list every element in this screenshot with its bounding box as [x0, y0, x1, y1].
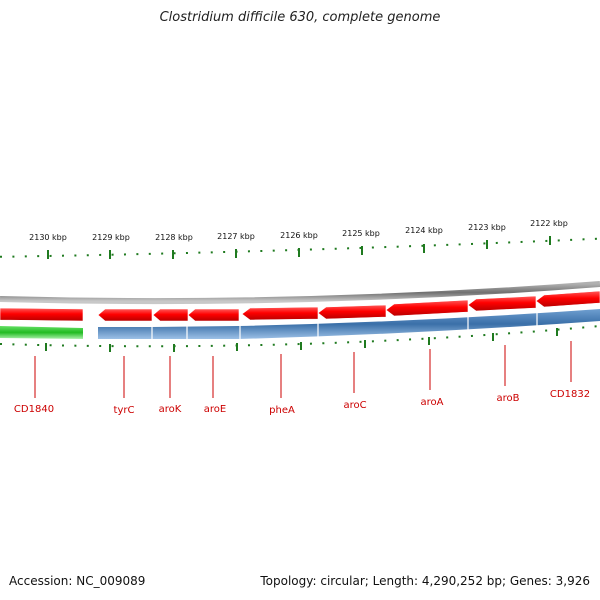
gene-feature[interactable]: [152, 308, 189, 322]
gene-label-phea[interactable]: pheA: [269, 405, 295, 416]
lower-ruler-ticks: [0, 325, 600, 352]
ruler-major-tick: [235, 249, 237, 258]
gene-label-cd1840[interactable]: CD1840: [14, 404, 54, 415]
genome-title: Clostridium difficile 630, complete geno…: [159, 10, 441, 25]
ruler-major-tick: [423, 244, 425, 253]
red-gene-track: [0, 290, 600, 322]
ruler-label: 2128 kbp: [155, 233, 193, 242]
genome-summary: Topology: circular; Length: 4,290,252 bp…: [260, 574, 590, 588]
accession-label: Accession: NC_009089: [9, 574, 146, 588]
ruler-major-tick: [109, 250, 111, 259]
ruler-label: 2126 kbp: [280, 231, 318, 240]
ruler-label: 2129 kbp: [92, 233, 130, 242]
ruler-ticks: [0, 236, 600, 259]
ruler-major-tick: [298, 248, 300, 257]
green-feature[interactable]: [0, 326, 83, 339]
ruler-label: 2124 kbp: [405, 226, 443, 235]
gene-label-aroa[interactable]: aroA: [421, 397, 444, 408]
gene-feature[interactable]: [467, 295, 537, 312]
ruler-label: 2127 kbp: [217, 232, 255, 241]
gene-feature[interactable]: [317, 304, 387, 320]
gene-feature[interactable]: [97, 308, 153, 322]
ruler-labels: 2130 kbp 2129 kbp 2128 kbp 2127 kbp 2126…: [29, 219, 568, 242]
gene-label-aroc[interactable]: aroC: [343, 400, 366, 411]
ruler-label: 2123 kbp: [468, 223, 506, 232]
gene-feature[interactable]: [535, 290, 600, 308]
blue-track-boundaries: [151, 312, 538, 340]
gene-label-tyrc[interactable]: tyrC: [114, 405, 135, 416]
gene-labels: CD1840 tyrC aroK aroE pheA aroC aroA aro…: [14, 389, 590, 416]
gene-feature[interactable]: [187, 308, 240, 322]
gene-label-arob[interactable]: aroB: [497, 393, 520, 404]
genome-backbone: [0, 281, 600, 305]
gene-feature[interactable]: [385, 299, 469, 317]
ruler-label: 2122 kbp: [530, 219, 568, 228]
ruler-major-tick: [172, 250, 174, 259]
gene-label-aroe[interactable]: aroE: [204, 404, 226, 415]
gene-label-cd1832[interactable]: CD1832: [550, 389, 590, 400]
ruler-major-tick: [361, 246, 363, 255]
ruler-label: 2125 kbp: [342, 229, 380, 238]
gene-label-leaders: [34, 341, 572, 398]
ruler-major-tick: [486, 240, 488, 249]
ruler-label: 2130 kbp: [29, 233, 67, 242]
gene-label-arok[interactable]: aroK: [159, 404, 182, 415]
ruler-major-tick: [549, 236, 551, 245]
ruler-major-tick: [47, 250, 49, 259]
blue-cds-track[interactable]: [98, 309, 600, 339]
gene-feature[interactable]: [0, 307, 84, 322]
gene-feature[interactable]: [241, 306, 319, 321]
